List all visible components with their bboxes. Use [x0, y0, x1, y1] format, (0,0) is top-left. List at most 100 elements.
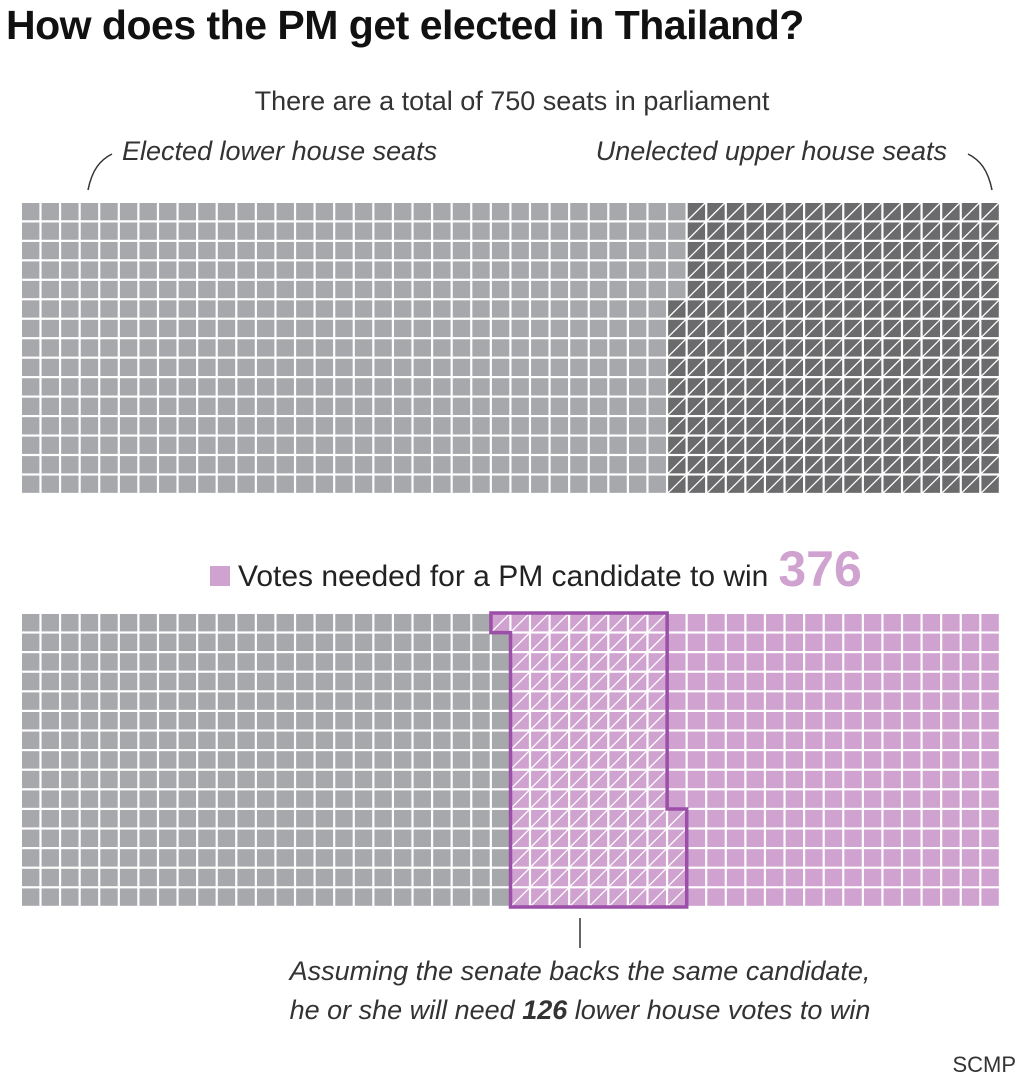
seat-senate-vote [903, 888, 921, 906]
bracket-upper [967, 153, 993, 191]
seat-upper-hatch [980, 299, 1000, 319]
seat-senate-vote [942, 633, 960, 651]
seat-lower [354, 339, 373, 357]
seat-lower [22, 261, 40, 279]
seat-other [256, 829, 275, 847]
seat-other [374, 849, 392, 867]
seat-lower [159, 319, 177, 338]
seat-other [237, 712, 255, 730]
seat-senate-vote [844, 712, 862, 730]
seat-lower [178, 456, 197, 474]
seat-senate-vote [785, 731, 803, 749]
seat-lower-vote-needed-hatch [589, 613, 608, 632]
seat-lower-vote-needed-hatch [569, 731, 589, 750]
seat-other [198, 672, 216, 691]
seat-other [100, 829, 118, 847]
seat-other [159, 888, 177, 906]
seat-senate-vote [707, 829, 725, 847]
seat-lower-vote-needed-hatch [569, 652, 589, 672]
seat-other [491, 672, 510, 691]
seat-lower [491, 397, 510, 415]
seat-upper-hatch [824, 260, 843, 280]
seat-lower [491, 456, 510, 474]
seat-other [413, 692, 431, 710]
seat-lower-vote-needed-hatch [569, 829, 589, 848]
seat-other [80, 810, 99, 828]
seat-other [354, 770, 373, 789]
seat-upper-hatch [922, 241, 941, 260]
seat-other [374, 633, 392, 651]
seat-other [315, 633, 334, 651]
seat-upper-hatch [961, 475, 980, 494]
seat-other [452, 888, 471, 906]
seat-lower [139, 378, 157, 396]
seat-upper-hatch [941, 319, 961, 338]
seat-lower [511, 475, 529, 493]
seat-lower [335, 339, 353, 357]
seat-lower [648, 436, 666, 454]
seat-lower [315, 417, 334, 435]
seat-lower-vote-needed-hatch [608, 868, 628, 887]
seat-lower-vote-needed-hatch [550, 633, 569, 652]
seat-lower [491, 241, 510, 260]
seat-lower-vote-needed-hatch [589, 809, 608, 828]
seat-upper-hatch [765, 338, 784, 358]
seat-upper-hatch [667, 338, 686, 358]
seat-lower [648, 475, 666, 493]
seat-upper-hatch [706, 222, 726, 241]
seat-other [119, 829, 138, 847]
seat-upper-hatch [941, 416, 961, 435]
seat-upper-hatch [863, 436, 882, 455]
seat-other [22, 770, 40, 789]
seat-upper-hatch [902, 397, 921, 416]
seat-upper-hatch [667, 436, 686, 455]
seat-lower-vote-needed-hatch [511, 691, 530, 711]
seat-lower [80, 436, 99, 454]
seat-lower-vote-needed-hatch [608, 672, 628, 691]
seat-lower [256, 378, 275, 396]
seat-senate-vote [961, 829, 980, 847]
seat-senate-vote [961, 790, 980, 808]
seat-lower [256, 222, 275, 240]
seat-upper-hatch [863, 260, 882, 280]
seat-lower [198, 300, 216, 318]
seat-upper-hatch [785, 260, 804, 280]
seat-lower [354, 261, 373, 279]
seat-senate-vote [942, 672, 960, 691]
seat-senate-vote [922, 692, 941, 710]
seat-upper-hatch [902, 241, 921, 260]
seat-upper-hatch [883, 416, 902, 435]
seat-lower-vote-needed-hatch [648, 789, 667, 809]
seat-lower [119, 456, 138, 474]
seat-lower [609, 436, 627, 454]
legend-text: Votes needed for a PM candidate to win [238, 560, 769, 593]
seat-senate-vote [942, 770, 960, 789]
seat-other [433, 731, 451, 749]
seat-upper-hatch [746, 358, 765, 377]
seat-other [335, 888, 353, 906]
seat-upper-hatch [883, 319, 902, 338]
seat-upper-hatch [765, 397, 784, 416]
seat-senate-vote [824, 692, 843, 710]
seat-senate-vote [863, 751, 882, 769]
seat-lower [374, 456, 392, 474]
seat-lower-vote-needed-hatch [648, 672, 667, 691]
seat-senate-vote [726, 888, 745, 906]
seat-lower [217, 417, 236, 435]
seat-lower [22, 378, 40, 396]
seat-lower [354, 280, 373, 299]
seat-senate-vote [903, 614, 921, 632]
seat-other [217, 653, 236, 671]
seat-lower [41, 203, 59, 221]
seat-upper-hatch [883, 241, 902, 260]
seat-other [237, 888, 255, 906]
seat-upper-hatch [863, 377, 882, 396]
seat-lower [159, 339, 177, 357]
seat-lower [315, 475, 334, 493]
seat-lower-vote-needed-hatch [550, 613, 569, 632]
seat-senate-vote [922, 829, 941, 847]
seat-lower [394, 397, 412, 415]
seat-upper-hatch [804, 299, 824, 319]
seat-lower [472, 417, 490, 435]
seat-senate-vote [922, 849, 941, 867]
